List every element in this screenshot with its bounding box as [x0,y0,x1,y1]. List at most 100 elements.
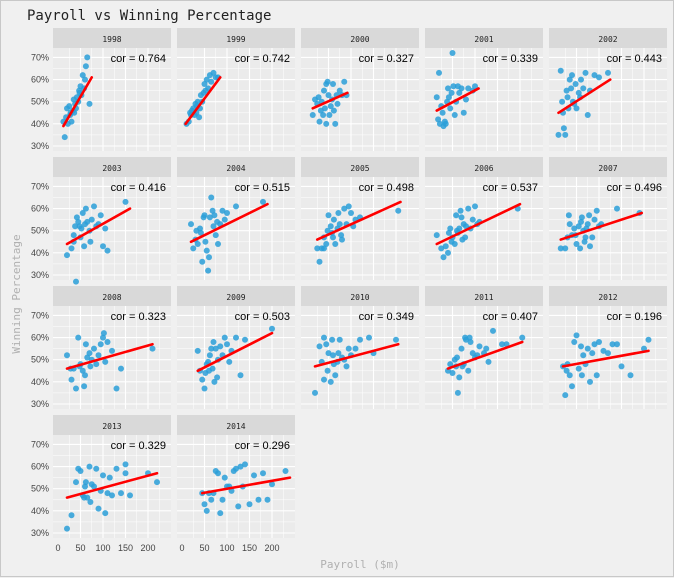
data-point [485,358,492,365]
data-point [605,350,611,357]
data-point [566,221,573,228]
data-point [61,134,68,141]
data-point [445,249,451,256]
data-point [210,339,217,345]
data-point [73,385,79,392]
y-tick-label: 50% [31,484,49,494]
data-point [341,205,348,212]
data-point [221,474,228,481]
fit-line [196,331,274,373]
data-point [97,212,104,219]
data-point [345,203,352,210]
correlation-label: cor = 0.196 [607,311,662,323]
data-point [269,481,275,488]
data-point [100,330,107,337]
data-point [472,203,478,210]
facet-panel-2000: 2000 cor = 0.327 [301,28,419,151]
data-point [93,465,100,472]
facet-label: 2001 [474,35,493,44]
data-point [196,114,203,121]
data-point [194,241,201,247]
data-point [445,94,452,101]
data-point [201,501,208,508]
data-point [453,212,460,219]
facet-panel-2004: 2004 cor = 0.515 [177,157,295,280]
y-tick-label: 50% [31,97,49,107]
data-point [449,370,456,376]
data-point [206,254,212,261]
correlation-label: cor = 0.764 [111,53,166,65]
data-point [329,336,336,343]
data-point [490,327,496,334]
data-point [564,94,571,101]
data-point [312,389,318,396]
correlation-label: cor = 0.407 [483,311,538,323]
data-point [586,212,593,219]
data-point [113,465,120,472]
data-point [201,212,208,219]
data-point [320,112,327,118]
data-point [327,103,334,110]
data-point [122,470,129,477]
data-point [73,479,79,486]
data-point [469,216,476,223]
x-tick-label: 200 [264,543,279,553]
y-tick-label: 60% [31,333,49,343]
x-tick-label: 150 [242,543,257,553]
facet-strip [301,286,419,306]
fit-line [315,200,402,241]
data-point [214,374,221,381]
data-point [194,347,201,354]
correlation-label: cor = 0.537 [483,182,538,194]
data-point [210,223,217,230]
panel-background [425,306,543,409]
data-point [211,378,218,385]
data-point [226,358,233,365]
y-tick-label: 70% [31,439,49,449]
data-point [348,210,354,216]
data-point [84,494,91,501]
data-point [357,336,363,343]
facet-panel-2007: 2007 cor = 0.496 [549,157,667,280]
data-point [203,507,210,514]
data-point [557,245,564,252]
data-point [442,120,449,127]
data-point [332,120,339,127]
data-point [202,87,209,94]
data-point [587,378,593,385]
data-point [439,109,446,116]
data-point [102,358,109,365]
data-point [77,468,84,474]
data-point [562,245,569,252]
facet-panel-2002: 2002 cor = 0.443 [549,28,667,151]
fit-line [559,211,644,241]
y-tick-label: 40% [31,377,49,387]
data-point [584,345,591,352]
data-point [596,74,602,81]
data-point [215,241,221,247]
correlation-label: cor = 0.329 [111,440,166,452]
data-point [264,496,271,503]
facet-panel-2011: 2011 cor = 0.407 [425,286,543,409]
data-point [323,341,330,348]
fit-line [62,76,94,128]
panel-background [425,177,543,280]
data-point [217,510,224,517]
data-point [433,232,440,239]
facet-label: 2003 [102,164,121,173]
data-point [321,245,327,252]
correlation-label: cor = 0.327 [359,53,414,65]
data-point [336,87,343,94]
data-point [95,352,102,359]
data-point [627,372,634,379]
data-point [203,76,210,83]
data-point [242,461,248,468]
data-point [326,112,333,118]
facet-strip [177,157,295,177]
data-point [584,221,591,228]
data-point [72,223,79,230]
data-point [211,212,218,219]
x-tick-label: 100 [95,543,110,553]
facet-label: 2012 [598,293,617,302]
data-point [582,69,589,76]
